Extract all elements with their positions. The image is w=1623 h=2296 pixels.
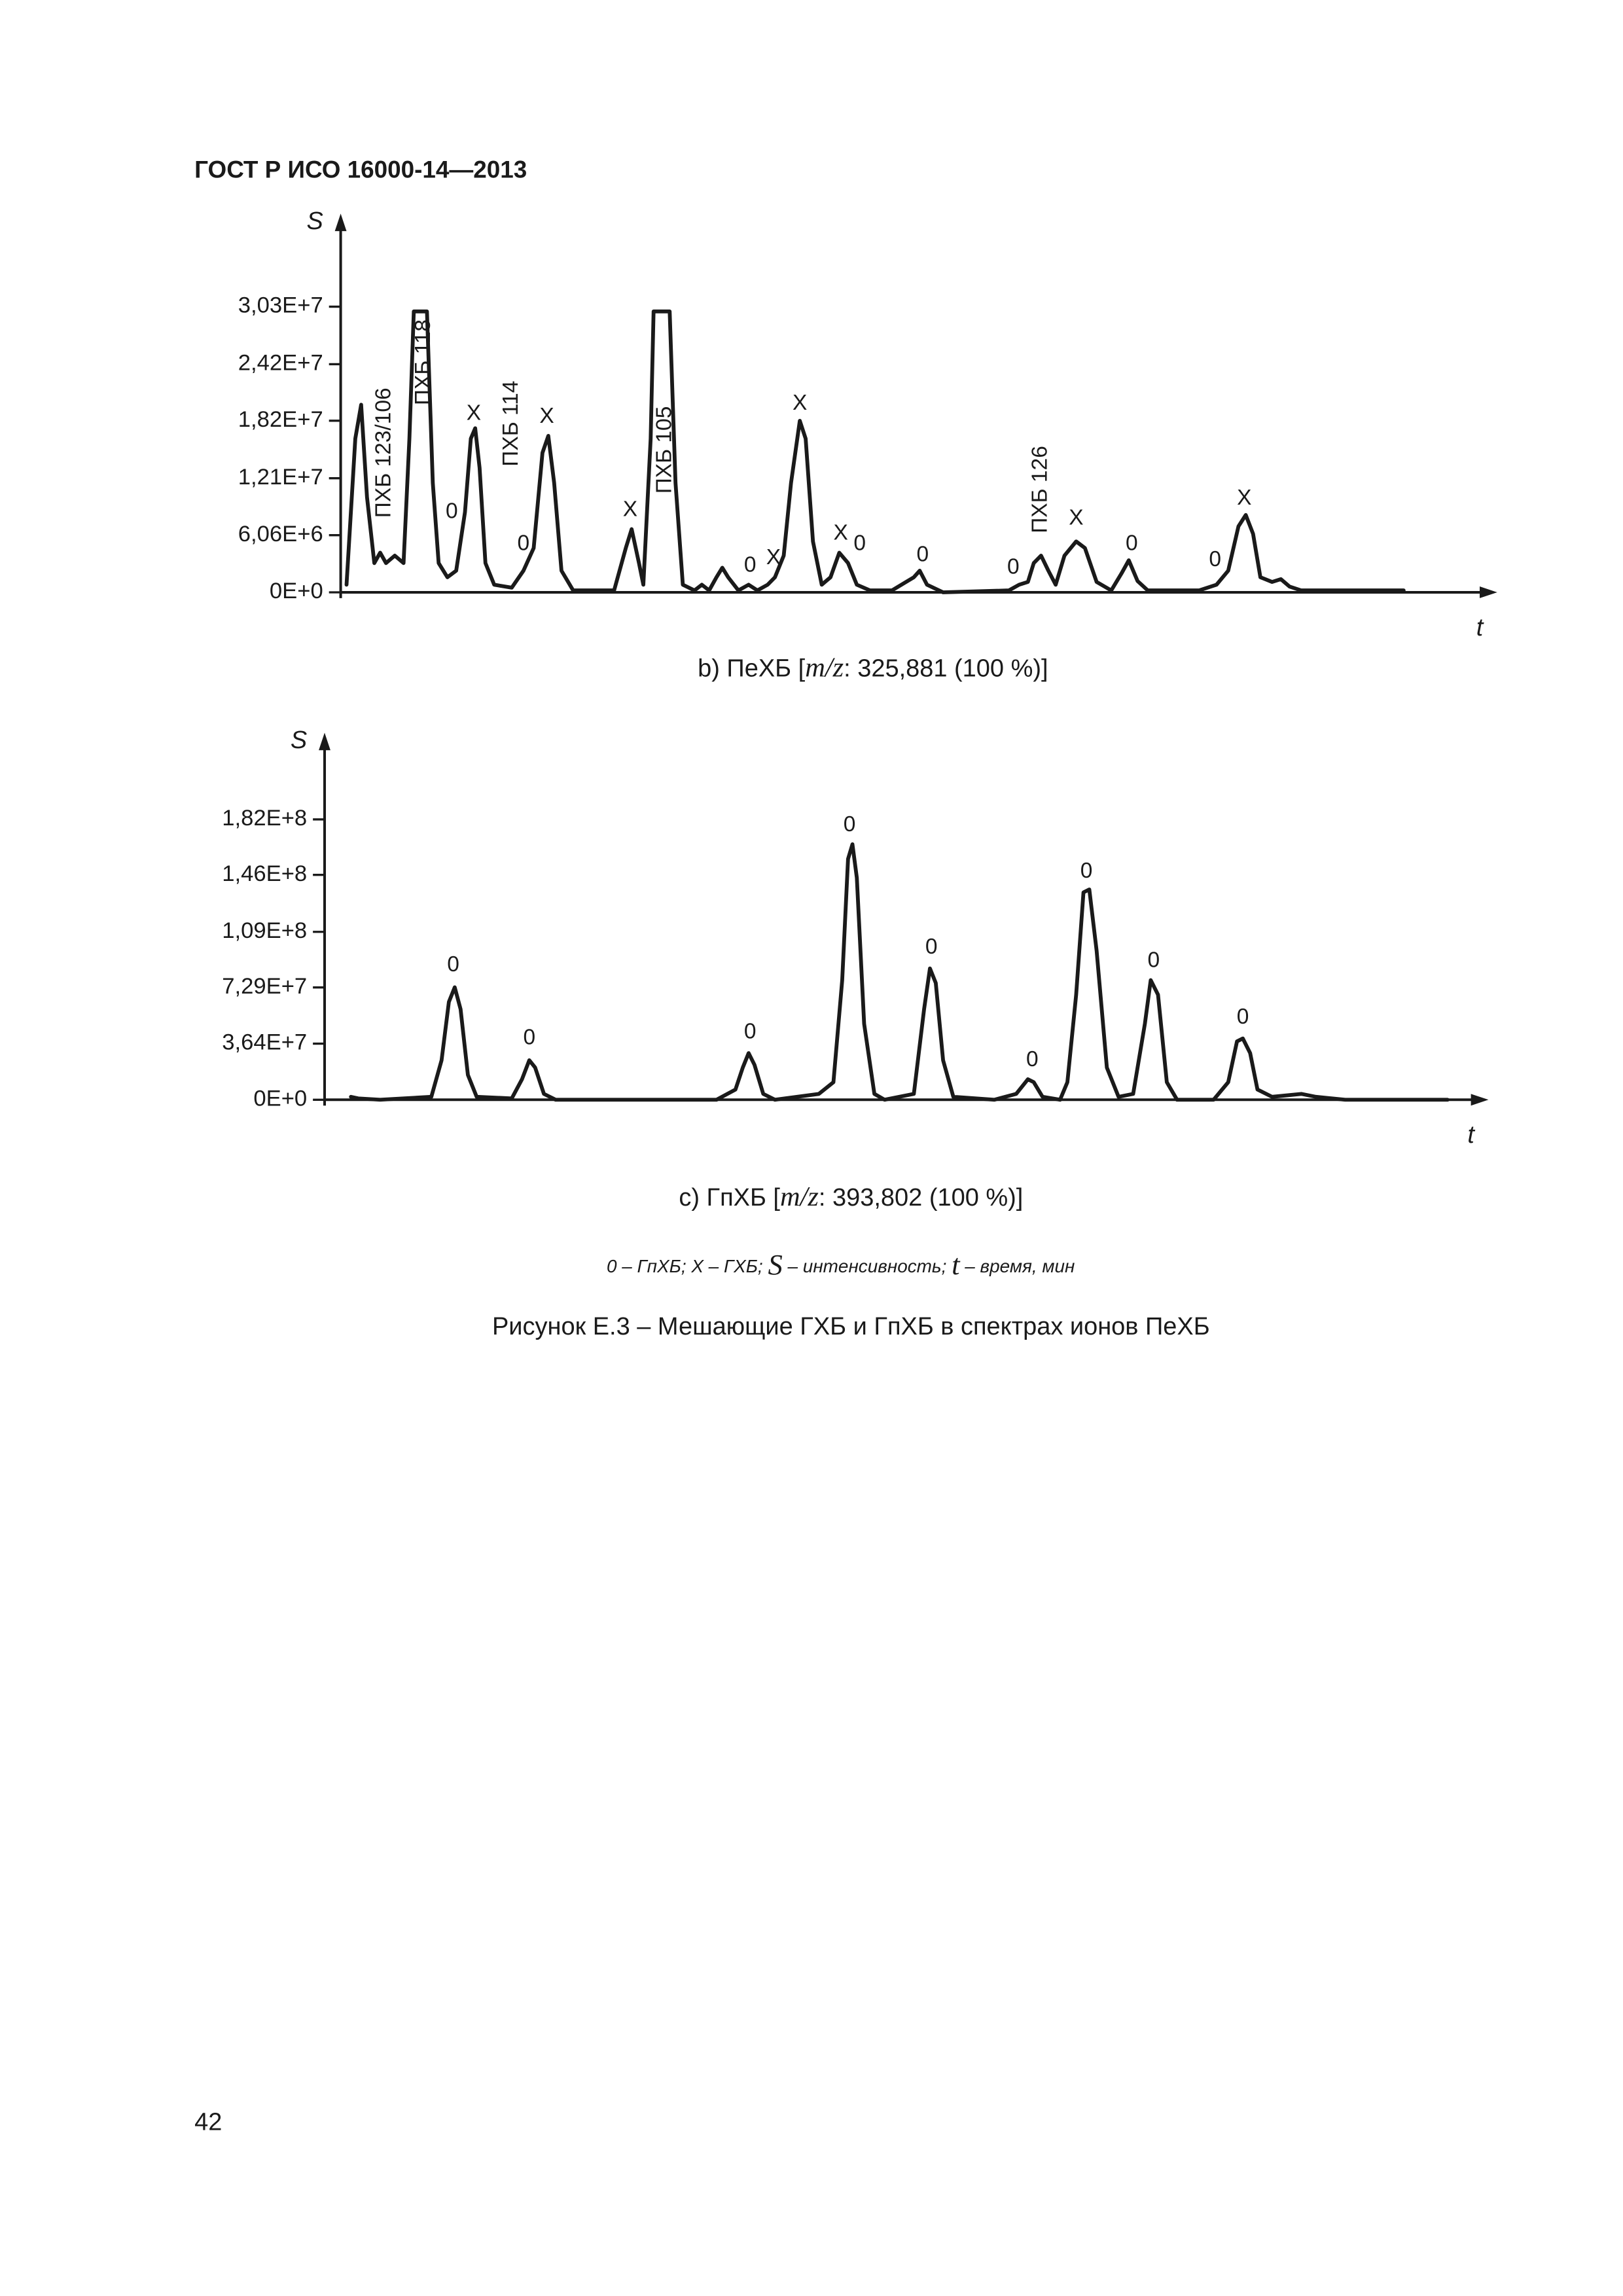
peak-label: 0 [518,531,530,555]
y-tick-label: 1,46E+8 [222,861,307,886]
peak-label: X [793,391,807,415]
y-tick-label: 1,09E+8 [222,918,307,943]
y-axis-label: S [291,726,307,754]
peak-label: 0 [1007,554,1020,579]
caption: b) ПеХБ [m/z: 325,881 (100 %)] [698,652,1048,683]
peak-label: 0 [744,1020,757,1044]
y-tick-label: 3,03E+7 [238,293,323,318]
caption-part: : 393,802 (100 %)] [819,1184,1023,1211]
peak-label: 0 [1026,1047,1039,1071]
x-arrow [1480,586,1497,598]
y-tick-label: 1,82E+7 [238,407,323,432]
y-tick-label: 6,06E+6 [238,522,323,547]
peak-label: X [1069,505,1083,529]
trace [344,309,1406,594]
peak-label: X [1237,486,1251,510]
y-tick-label: 7,29E+7 [222,974,307,999]
y-tick-label: 1,21E+7 [238,465,323,490]
caption-part: : 325,881 (100 %)] [844,655,1048,682]
peak-label: 0 [1237,1005,1249,1029]
y-tick-label: 3,64E+7 [222,1030,307,1055]
peak-label: ПХБ 123/106 [371,387,395,518]
peak-label: 0 [523,1025,535,1049]
y-tick-label: 0E+0 [270,579,323,603]
peak-label: ПХБ 126 [1028,446,1052,533]
note-symbol: S [768,1248,782,1281]
caption: c) ГпХБ [m/z: 393,802 (100 %)] [679,1181,1023,1212]
peak-label: X [539,404,554,428]
peak-label: 0 [447,952,459,977]
note-symbol: t [952,1248,961,1281]
peak-label: 0 [1080,859,1093,883]
y-arrow [319,732,330,751]
caption-part: c) ГпХБ [ [679,1184,780,1211]
y-tick-label: 0E+0 [253,1086,307,1111]
note-part: – интенсивность; [783,1257,952,1277]
peak-label: 0 [916,543,929,567]
figure-caption: Рисунок E.3 – Мешающие ГХБ и ГпХБ в спек… [492,1313,1210,1340]
y-axis-label: S [306,207,323,235]
y-arrow [334,213,347,232]
x-arrow [1471,1094,1489,1106]
x-axis-label: t [1476,614,1484,641]
page-number: 42 [194,2108,222,2136]
peak-label: ПХБ 105 [652,406,676,494]
peak-label: ПХБ 114 [499,381,523,467]
peak-label: 0 [1147,948,1160,972]
peak-label: 0 [1209,547,1221,571]
peak-label: 0 [446,499,458,523]
y-tick-label: 2,42E+7 [238,351,323,376]
caption-mz: m/z [805,652,844,683]
peak-label: 0 [1126,531,1138,555]
legend-note: 0 – ГпХБ; X – ГХБ; S – интенсивность; t … [607,1248,1075,1281]
y-tick-label: 1,82E+8 [222,806,307,831]
x-axis-label: t [1467,1121,1475,1149]
peak-label: ПХБ 118 [411,319,435,405]
caption-mz: m/z [780,1181,819,1212]
peak-label: X [467,401,481,425]
peak-label: 0 [844,812,856,836]
note-part: – время, мин [960,1257,1075,1277]
note-part: 0 – ГпХБ; X – ГХБ; [607,1257,768,1277]
trace [349,842,1450,1102]
peak-label: 0 [853,531,866,555]
peak-label: X [766,545,781,569]
peak-label: X [623,497,637,522]
caption-part: b) ПеХБ [ [698,655,806,682]
peak-label: X [834,521,848,545]
peak-label: 0 [925,935,938,959]
peak-label: 0 [744,553,757,577]
header: ГОСТ Р ИСО 16000-14—2013 [194,156,527,183]
